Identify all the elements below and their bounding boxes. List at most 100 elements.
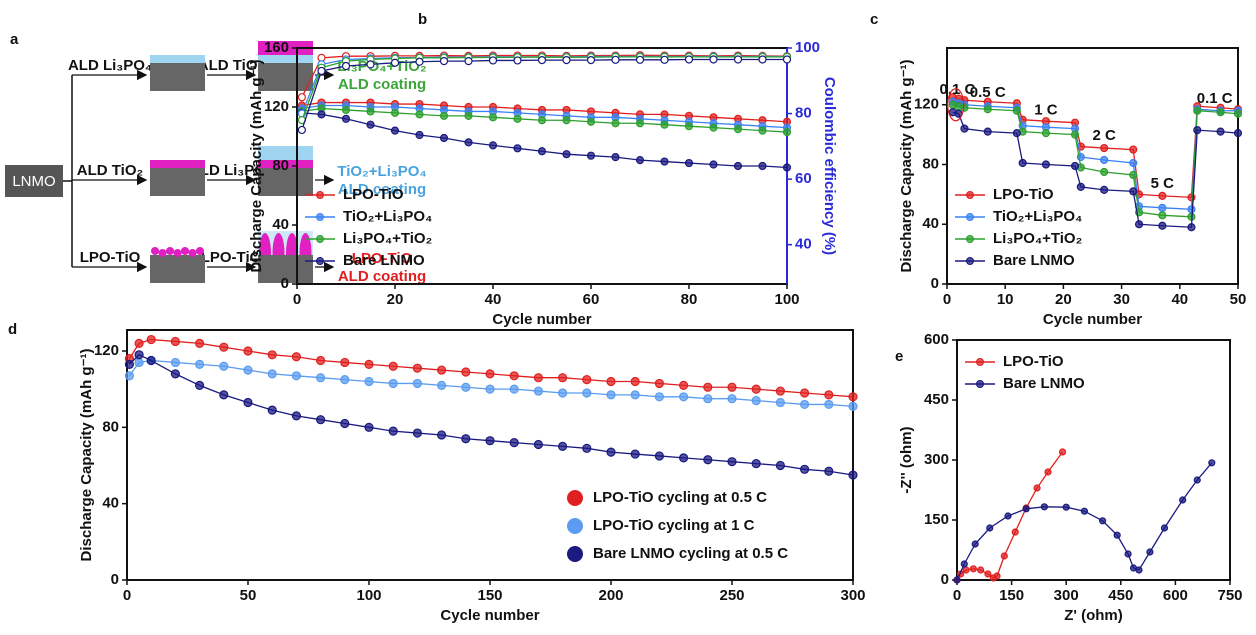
series-line [956, 462, 1213, 581]
legend-marker [966, 235, 974, 243]
substrate [258, 63, 313, 91]
data-point [415, 110, 424, 119]
result-label: LPO-TiO [352, 250, 413, 267]
data-point [1113, 531, 1121, 539]
data-point [1193, 126, 1202, 135]
data-point [703, 382, 713, 392]
panel-letter: b [418, 11, 427, 28]
y2-tick-label: 60 [795, 170, 812, 187]
data-point [799, 464, 810, 474]
data-point [953, 576, 961, 584]
data-point [630, 449, 640, 459]
data-point [390, 58, 400, 67]
substrate [150, 255, 205, 283]
data-point [170, 369, 180, 379]
data-point [1193, 476, 1201, 484]
y-tick-label: 0 [941, 571, 949, 588]
data-point [1158, 221, 1167, 230]
y-axis-label: -Z'' (ohm) [898, 426, 915, 493]
data-point [678, 453, 689, 463]
data-point [291, 371, 301, 381]
data-point [635, 156, 645, 165]
data-point [485, 369, 495, 379]
data-point [1011, 528, 1019, 536]
x-tick-label: 80 [681, 291, 698, 308]
x-tick-label: 300 [1054, 587, 1079, 604]
y-tick-label: 0 [111, 571, 119, 588]
data-point [297, 93, 306, 102]
data-point [170, 357, 180, 368]
nucleus [181, 247, 189, 255]
x-axis-label: Z' (ohm) [1064, 607, 1123, 624]
layer [150, 55, 205, 63]
y2-tick-label: 100 [795, 39, 820, 56]
data-point [485, 384, 495, 394]
data-point [684, 122, 694, 131]
x-tick-label: 40 [485, 291, 502, 308]
substrate-box [5, 165, 63, 197]
legend-marker [976, 358, 984, 366]
legend-label: Li₃PO₄+TiO₂ [343, 230, 432, 247]
x-tick-label: 10 [997, 291, 1014, 308]
layer [258, 160, 313, 168]
data-point [461, 434, 471, 444]
y2-tick-label: 80 [795, 105, 812, 122]
data-point [733, 125, 743, 134]
x-axis-label: Cycle number [440, 607, 539, 624]
data-point [509, 437, 519, 448]
data-point [1100, 155, 1109, 165]
data-point [557, 388, 568, 398]
layer [258, 41, 313, 55]
data-point [824, 466, 834, 476]
data-point [562, 116, 571, 125]
x-tick-label: 450 [1108, 587, 1133, 604]
nucleus [173, 249, 182, 257]
data-point [1012, 106, 1021, 115]
data-point [1100, 143, 1109, 153]
legend-marker [966, 257, 974, 265]
data-point [195, 359, 205, 369]
data-point [678, 392, 689, 402]
data-point [960, 103, 969, 112]
y-tick-label: 120 [264, 98, 289, 115]
data-point [1070, 161, 1080, 171]
data-point [388, 361, 398, 371]
legend-label: Bare LNMO [993, 252, 1075, 269]
result-label: TiO₂+Li₃PO₄ [337, 163, 426, 180]
data-point [464, 111, 473, 120]
data-point [437, 365, 447, 375]
rate-annotation: 0.5 C [970, 84, 1006, 101]
data-point [317, 66, 326, 76]
legend-marker [966, 191, 974, 199]
legend-label: Li₃PO₄+TiO₂ [993, 230, 1082, 247]
data-point [782, 55, 792, 64]
data-point [1160, 524, 1169, 532]
y-tick-label: 80 [922, 155, 939, 172]
data-point [170, 336, 180, 347]
legend-marker [976, 380, 984, 388]
data-point [993, 572, 1001, 580]
data-point [969, 565, 977, 573]
data-point [1216, 108, 1225, 117]
panel-letter: d [8, 321, 17, 338]
y-tick-label: 160 [264, 39, 289, 56]
data-point [1058, 448, 1067, 456]
data-point [635, 119, 645, 128]
y-axis-label: Discharge Capacity (mAh g⁻¹) [78, 349, 95, 562]
data-point [243, 397, 253, 408]
data-point [630, 390, 640, 400]
data-point [341, 114, 351, 123]
data-point [195, 380, 205, 390]
data-point [848, 470, 858, 480]
data-point [684, 158, 694, 168]
data-point [1187, 223, 1196, 232]
data-point [124, 359, 135, 369]
nucleus [166, 247, 174, 255]
y2-axis-label: Coulombic efficiency (%) [821, 77, 838, 255]
substrate [258, 168, 313, 196]
legend-marker [966, 213, 974, 221]
data-point [775, 386, 786, 396]
data-point [848, 392, 858, 402]
data-point [316, 373, 326, 383]
